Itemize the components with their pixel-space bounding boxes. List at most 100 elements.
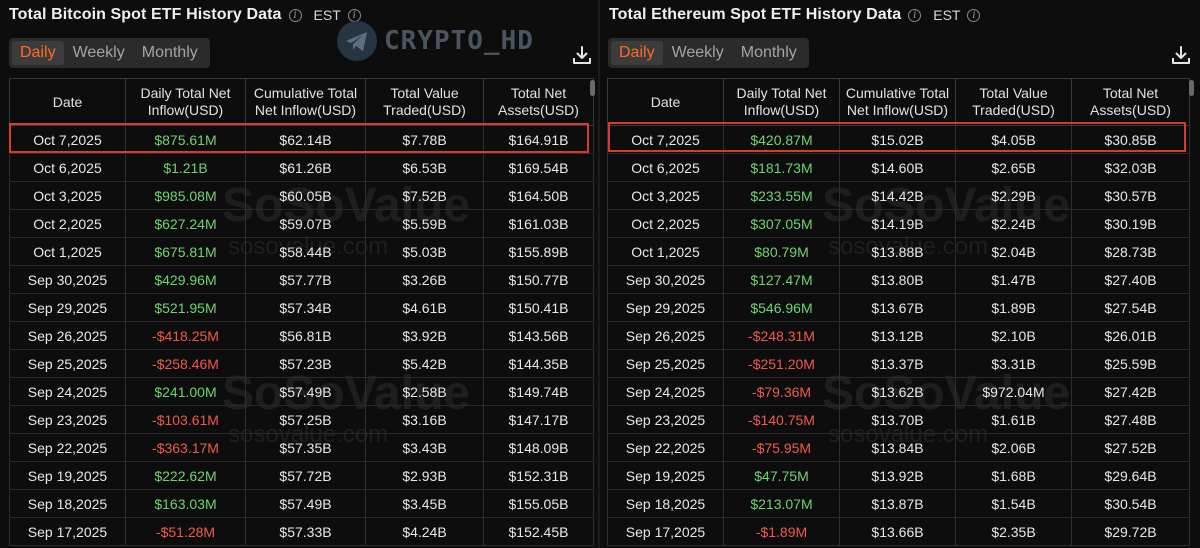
column-header-total-net-assets[interactable]: Total Net Assets(USD)	[1071, 78, 1190, 126]
total-net-assets-cell: $27.42B	[1071, 377, 1190, 406]
table-row[interactable]: Sep 26,2025 -$418.25M $56.81B $3.92B $143.56…	[9, 321, 594, 350]
tab-weekly[interactable]: Weekly	[72, 44, 125, 61]
period-tabs: Daily Weekly Monthly	[9, 38, 210, 68]
daily-net-inflow-cell: -$248.31M	[723, 321, 840, 350]
tab-daily[interactable]: Daily	[611, 41, 663, 65]
info-icon[interactable]: i	[967, 8, 981, 22]
total-net-assets-cell: $32.03B	[1071, 153, 1190, 182]
info-icon[interactable]: i	[347, 8, 361, 22]
total-value-traded-cell: $1.54B	[955, 489, 1072, 518]
table-row[interactable]: Sep 29,2025 $546.96M $13.67B $1.89B $27.54B	[607, 293, 1190, 322]
tab-monthly[interactable]: Monthly	[141, 44, 198, 61]
date-cell: Sep 29,2025	[607, 293, 724, 322]
table-row[interactable]: Oct 7,2025 $875.61M $62.14B $7.78B $164.91B	[9, 125, 594, 154]
table-row[interactable]: Oct 3,2025 $233.55M $14.42B $2.29B $30.57B	[607, 181, 1190, 210]
timezone-label: EST	[933, 7, 961, 23]
total-net-assets-cell: $150.41B	[483, 293, 594, 322]
table-row[interactable]: Oct 3,2025 $985.08M $60.05B $7.52B $164.50B	[9, 181, 594, 210]
total-net-assets-cell: $150.77B	[483, 265, 594, 294]
table-row[interactable]: Sep 29,2025 $521.95M $57.34B $4.61B $150.41B	[9, 293, 594, 322]
date-cell: Sep 22,2025	[607, 433, 724, 462]
table-row[interactable]: Sep 24,2025 $241.00M $57.49B $2.58B $149.74B	[9, 377, 594, 406]
cumulative-net-inflow-cell: $13.66B	[839, 517, 956, 546]
daily-net-inflow-cell: $429.96M	[125, 265, 246, 294]
total-value-traded-cell: $2.24B	[955, 209, 1072, 238]
panel-divider	[598, 0, 600, 548]
table-row[interactable]: Oct 1,2025 $675.81M $58.44B $5.03B $155.89B	[9, 237, 594, 266]
table-row[interactable]: Sep 22,2025 -$363.17M $57.35B $3.43B $148.09…	[9, 433, 594, 462]
table-row[interactable]: Sep 23,2025 -$103.61M $57.25B $3.16B $147.17…	[9, 405, 594, 434]
table-row[interactable]: Sep 18,2025 $213.07M $13.87B $1.54B $30.54B	[607, 489, 1190, 518]
table-row[interactable]: Sep 30,2025 $127.47M $13.80B $1.47B $27.40B	[607, 265, 1190, 294]
table-row[interactable]: Oct 6,2025 $181.73M $14.60B $2.65B $32.03B	[607, 153, 1190, 182]
table-row[interactable]: Sep 23,2025 -$140.75M $13.70B $1.61B $27.48B	[607, 405, 1190, 434]
total-value-traded-cell: $4.24B	[365, 517, 484, 546]
scrollbar[interactable]	[590, 80, 595, 96]
table-row[interactable]: Sep 25,2025 -$258.46M $57.23B $5.42B $144.35…	[9, 349, 594, 378]
column-header-daily-net-inflow[interactable]: Daily Total Net Inflow(USD)	[125, 78, 246, 126]
daily-net-inflow-cell: $307.05M	[723, 209, 840, 238]
daily-net-inflow-cell: -$51.28M	[125, 517, 246, 546]
column-header-total-value-traded[interactable]: Total Value Traded(USD)	[955, 78, 1072, 126]
column-header-daily-net-inflow[interactable]: Daily Total Net Inflow(USD)	[723, 78, 840, 126]
table-row[interactable]: Sep 18,2025 $163.03M $57.49B $3.45B $155.05B	[9, 489, 594, 518]
eth-history-table: Date Daily Total Net Inflow(USD) Cumulat…	[607, 78, 1190, 546]
date-cell: Sep 19,2025	[9, 461, 126, 490]
cumulative-net-inflow-cell: $57.77B	[245, 265, 366, 294]
table-row[interactable]: Sep 17,2025 -$1.89M $13.66B $2.35B $29.72B	[607, 517, 1190, 546]
tab-daily[interactable]: Daily	[12, 41, 64, 65]
table-row[interactable]: Oct 7,2025 $420.87M $15.02B $4.05B $30.85B	[607, 125, 1190, 154]
column-header-cumulative-net-inflow[interactable]: Cumulative Total Net Inflow(USD)	[245, 78, 366, 126]
eth-etf-panel: Total Ethereum Spot ETF History Data i E…	[600, 0, 1200, 548]
download-icon[interactable]	[571, 44, 593, 66]
column-header-total-net-assets[interactable]: Total Net Assets(USD)	[483, 78, 594, 126]
download-icon[interactable]	[1170, 44, 1192, 66]
table-row[interactable]: Sep 24,2025 -$79.36M $13.62B $972.04M $27.42…	[607, 377, 1190, 406]
total-value-traded-cell: $1.61B	[955, 405, 1072, 434]
tab-weekly[interactable]: Weekly	[671, 44, 724, 61]
total-net-assets-cell: $152.31B	[483, 461, 594, 490]
info-icon[interactable]: i	[908, 8, 922, 22]
cumulative-net-inflow-cell: $13.80B	[839, 265, 956, 294]
table-row[interactable]: Sep 26,2025 -$248.31M $13.12B $2.10B $26.01B	[607, 321, 1190, 350]
daily-net-inflow-cell: $521.95M	[125, 293, 246, 322]
total-value-traded-cell: $3.16B	[365, 405, 484, 434]
info-icon[interactable]: i	[288, 8, 302, 22]
table-row[interactable]: Sep 19,2025 $222.62M $57.72B $2.93B $152.31B	[9, 461, 594, 490]
total-net-assets-cell: $27.40B	[1071, 265, 1190, 294]
table-row[interactable]: Sep 25,2025 -$251.20M $13.37B $3.31B $25.59B	[607, 349, 1190, 378]
date-cell: Oct 3,2025	[607, 181, 724, 210]
table-row[interactable]: Oct 1,2025 $80.79M $13.88B $2.04B $28.73B	[607, 237, 1190, 266]
total-value-traded-cell: $2.29B	[955, 181, 1072, 210]
date-cell: Sep 18,2025	[607, 489, 724, 518]
column-header-total-value-traded[interactable]: Total Value Traded(USD)	[365, 78, 484, 126]
table-row[interactable]: Sep 30,2025 $429.96M $57.77B $3.26B $150.77B	[9, 265, 594, 294]
total-value-traded-cell: $1.47B	[955, 265, 1072, 294]
total-net-assets-cell: $29.64B	[1071, 461, 1190, 490]
cumulative-net-inflow-cell: $58.44B	[245, 237, 366, 266]
total-net-assets-cell: $152.45B	[483, 517, 594, 546]
table-row[interactable]: Sep 17,2025 -$51.28M $57.33B $4.24B $152.45B	[9, 517, 594, 546]
scrollbar[interactable]	[1189, 80, 1194, 96]
total-value-traded-cell: $3.26B	[365, 265, 484, 294]
tab-monthly[interactable]: Monthly	[740, 44, 797, 61]
daily-net-inflow-cell: $213.07M	[723, 489, 840, 518]
total-value-traded-cell: $1.89B	[955, 293, 1072, 322]
cumulative-net-inflow-cell: $57.25B	[245, 405, 366, 434]
daily-net-inflow-cell: $1.21B	[125, 153, 246, 182]
daily-net-inflow-cell: $233.55M	[723, 181, 840, 210]
column-header-date[interactable]: Date	[9, 78, 126, 126]
table-row[interactable]: Sep 19,2025 $47.75M $13.92B $1.68B $29.64B	[607, 461, 1190, 490]
page-title: Total Ethereum Spot ETF History Data	[609, 6, 902, 23]
date-cell: Sep 19,2025	[607, 461, 724, 490]
date-cell: Sep 24,2025	[9, 377, 126, 406]
table-row[interactable]: Sep 22,2025 -$75.95M $13.84B $2.06B $27.52B	[607, 433, 1190, 462]
date-cell: Oct 7,2025	[607, 125, 724, 154]
column-header-date[interactable]: Date	[607, 78, 724, 126]
table-row[interactable]: Oct 6,2025 $1.21B $61.26B $6.53B $169.54B	[9, 153, 594, 182]
table-row[interactable]: Oct 2,2025 $627.24M $59.07B $5.59B $161.03B	[9, 209, 594, 238]
daily-net-inflow-cell: $420.87M	[723, 125, 840, 154]
table-row[interactable]: Oct 2,2025 $307.05M $14.19B $2.24B $30.19B	[607, 209, 1190, 238]
daily-net-inflow-cell: $163.03M	[125, 489, 246, 518]
column-header-cumulative-net-inflow[interactable]: Cumulative Total Net Inflow(USD)	[839, 78, 956, 126]
